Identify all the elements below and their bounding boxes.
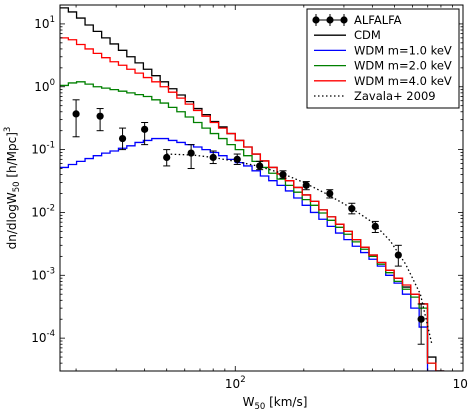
series-zavala-2009 (166, 153, 433, 345)
alfalfa-point (163, 153, 171, 162)
y-tick-label-exp: -2 (47, 203, 55, 213)
y-tick-label: 100 (34, 78, 55, 94)
x-axis-label-sub: 50 (254, 402, 265, 412)
alfalfa-point (72, 110, 80, 118)
alfalfa-point (209, 153, 217, 162)
y-tick-label-base: 10 (34, 17, 49, 31)
x-tick-label-exp: 2 (240, 375, 245, 385)
series-wdm-m-4-0-kev (60, 37, 445, 371)
y-tick-label-base: 10 (34, 80, 49, 94)
y-tick-label-base: 10 (31, 143, 46, 157)
alfalfa-point (302, 181, 310, 189)
legend-swatch-marker (340, 16, 348, 24)
legend-entry: WDM m=1.0 keV (314, 43, 452, 57)
legend-entry: Zavala+ 2009 (314, 89, 436, 103)
alfalfa-point (96, 112, 104, 120)
alfalfa-point (118, 134, 127, 143)
y-tick-label-exp: 1 (50, 15, 55, 25)
alfalfa-point (233, 155, 241, 163)
y-tick-label-exp: 0 (50, 78, 55, 88)
y-tick-label: 10-2 (31, 203, 55, 219)
legend-label: WDM m=2.0 keV (354, 59, 452, 73)
x-axis-label: W50 [km/s] (243, 395, 308, 412)
legend-label: WDM m=1.0 keV (354, 43, 452, 57)
y-axis-label-suffix: [h/Mpc] (5, 132, 19, 181)
legend-swatch-marker (326, 16, 334, 24)
alfalfa-point (187, 149, 195, 157)
legend-swatch-marker (312, 16, 320, 24)
legend-label: WDM m=4.0 keV (354, 74, 452, 88)
y-tick-label-exp: -4 (47, 329, 55, 339)
alfalfa-point (348, 205, 356, 213)
y-tick-label-exp: -3 (47, 266, 55, 276)
y-tick-label: 101 (34, 15, 55, 31)
y-tick-label: 10-3 (31, 266, 55, 282)
alfalfa-point (371, 222, 379, 230)
y-tick-label-base: 10 (31, 268, 46, 282)
x-tick-label: 103 (453, 375, 468, 391)
alfalfa-point (279, 171, 287, 179)
x-tick-label: 102 (225, 375, 246, 391)
points-layer (72, 99, 425, 345)
y-tick-label: 10-1 (31, 141, 55, 157)
x-tick-label-base: 10 (453, 377, 468, 391)
y-axis-label-sub: 50 (12, 181, 22, 192)
legend-entry: WDM m=4.0 keV (314, 74, 452, 88)
y-tick-label: 10-4 (31, 329, 55, 345)
y-axis-label: dn/dlogW50 [h/Mpc]3 (3, 127, 22, 250)
legend-entry: CDM (314, 28, 381, 42)
alfalfa-point (256, 162, 264, 170)
y-axis-label-prefix: dn/dlogW (5, 192, 19, 249)
legend-entry: WDM m=2.0 keV (314, 59, 452, 73)
y-tick-label-base: 10 (31, 331, 46, 345)
y-axis-label-sup: 3 (3, 127, 13, 132)
alfalfa-point (417, 315, 425, 323)
legend-label: Zavala+ 2009 (354, 89, 436, 103)
series-layer (60, 7, 445, 371)
alfalfa-point (394, 251, 402, 259)
y-tick-label-exp: -1 (47, 141, 55, 151)
alfalfa-point (326, 189, 334, 198)
legend-entry: ALFALFA (312, 13, 402, 27)
legend-box (306, 8, 460, 109)
x-axis-label-suffix: [km/s] (265, 395, 307, 409)
y-tick-label-base: 10 (31, 205, 46, 219)
plot-border (59, 4, 464, 372)
alfalfa-point (141, 125, 149, 133)
x-tick-label-base: 10 (225, 377, 240, 391)
x-axis-label-prefix: W (243, 395, 255, 409)
legend-label: CDM (354, 28, 381, 42)
legend-label: ALFALFA (354, 13, 402, 27)
